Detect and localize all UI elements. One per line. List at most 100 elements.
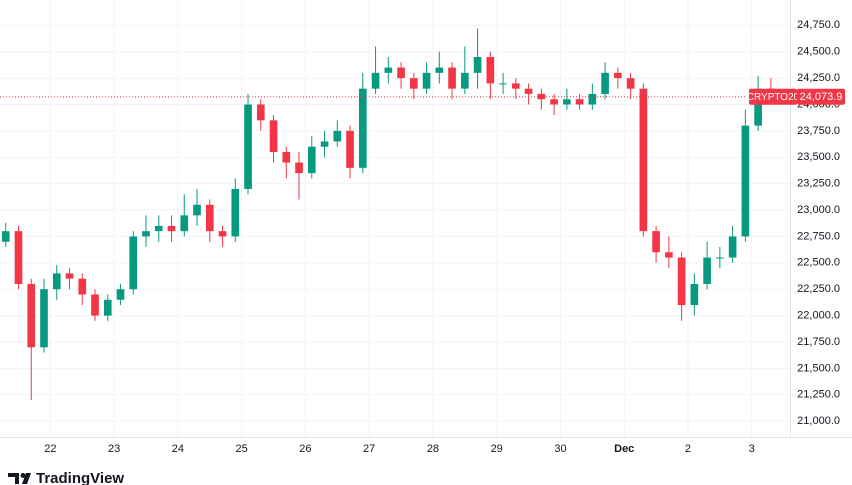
candle xyxy=(14,225,23,290)
candle-body xyxy=(1,231,10,242)
candle xyxy=(614,67,622,89)
candle-body xyxy=(754,88,762,126)
x-tick-label: 26 xyxy=(299,443,311,455)
candle-body xyxy=(129,236,138,290)
x-tick-label: 23 xyxy=(108,443,120,455)
candle xyxy=(371,46,380,94)
candle xyxy=(473,28,482,89)
candle-body xyxy=(269,120,278,152)
candle xyxy=(728,225,737,263)
candle-body xyxy=(460,72,469,89)
candle-body xyxy=(14,231,23,284)
x-tick-label: Dec xyxy=(614,443,634,455)
symbol-badge xyxy=(749,88,797,105)
candle-body xyxy=(435,67,444,73)
candle-body xyxy=(639,88,648,232)
candle xyxy=(703,241,711,290)
candle xyxy=(448,62,456,100)
candle xyxy=(524,83,533,105)
candle xyxy=(422,62,431,94)
candle-body xyxy=(677,257,686,306)
candle xyxy=(741,109,750,242)
candle-body xyxy=(116,289,125,300)
candle-body xyxy=(550,99,558,105)
candle-body xyxy=(486,57,495,84)
candle-body xyxy=(231,188,240,237)
candle-body xyxy=(448,67,456,89)
candle-body xyxy=(320,141,329,147)
candle-body xyxy=(473,57,482,73)
y-tick-label: 21,250.0 xyxy=(797,389,840,401)
candle xyxy=(1,222,10,247)
candle xyxy=(435,51,444,84)
candle-body xyxy=(52,273,61,290)
y-tick-label: 21,000.0 xyxy=(797,415,840,427)
candle-body xyxy=(512,83,520,89)
candle-body xyxy=(499,83,507,85)
candle-body xyxy=(703,257,711,284)
candle-body xyxy=(256,104,265,121)
candle xyxy=(269,115,278,163)
x-tick-label: 27 xyxy=(363,443,375,455)
candle xyxy=(397,62,405,89)
candle-body xyxy=(346,130,354,168)
candle xyxy=(244,93,252,195)
brand-logo xyxy=(8,473,31,484)
candle xyxy=(409,72,418,100)
candle-body xyxy=(218,231,227,237)
y-tick-label: 23,000.0 xyxy=(797,204,840,216)
y-tick-label: 23,500.0 xyxy=(797,151,840,163)
x-tick-label: 22 xyxy=(44,443,56,455)
candle xyxy=(690,273,699,316)
brand-name: TradingView xyxy=(36,470,124,485)
y-tick-label: 24,750.0 xyxy=(797,19,840,31)
candle xyxy=(116,283,125,306)
y-tick-label: 21,750.0 xyxy=(797,336,840,348)
candle-body xyxy=(588,93,597,105)
candle xyxy=(193,188,201,226)
last-price-label: 24,073.9 xyxy=(800,91,843,103)
candle-body xyxy=(193,204,201,216)
candle-body xyxy=(575,99,584,105)
candle xyxy=(601,62,609,100)
candle xyxy=(154,215,163,242)
candle-body xyxy=(282,152,291,163)
x-tick-label: 25 xyxy=(236,443,248,455)
candle xyxy=(91,289,99,321)
candle-body xyxy=(665,252,673,258)
candle xyxy=(256,99,265,131)
candle-body xyxy=(180,215,189,232)
candle xyxy=(65,268,74,290)
candle xyxy=(537,88,546,110)
candle xyxy=(639,83,648,237)
y-tick-label: 22,250.0 xyxy=(797,283,840,295)
candle xyxy=(231,178,240,242)
candle xyxy=(346,125,354,179)
candle xyxy=(307,136,316,179)
candle-body xyxy=(652,231,660,253)
candle xyxy=(626,72,635,100)
candle-body xyxy=(524,88,533,94)
candle xyxy=(512,78,520,100)
last-price-badge xyxy=(797,88,845,105)
candle xyxy=(142,215,150,247)
candle xyxy=(282,146,291,179)
candle-body xyxy=(78,278,87,295)
candle-body xyxy=(27,283,36,348)
candle-body xyxy=(167,225,176,232)
candle xyxy=(588,83,597,110)
symbol-label: CRYPTO20 xyxy=(747,92,800,103)
x-tick-label: 24 xyxy=(172,443,184,455)
candle-body xyxy=(65,273,74,279)
candle xyxy=(384,57,393,84)
y-tick-label: 23,250.0 xyxy=(797,178,840,190)
candle xyxy=(460,46,469,94)
candle xyxy=(40,278,48,353)
candle xyxy=(320,130,329,158)
candle-body xyxy=(384,67,393,73)
candle xyxy=(78,273,87,306)
candle xyxy=(218,225,227,247)
candle xyxy=(499,72,507,94)
x-tick-label: 28 xyxy=(427,443,439,455)
